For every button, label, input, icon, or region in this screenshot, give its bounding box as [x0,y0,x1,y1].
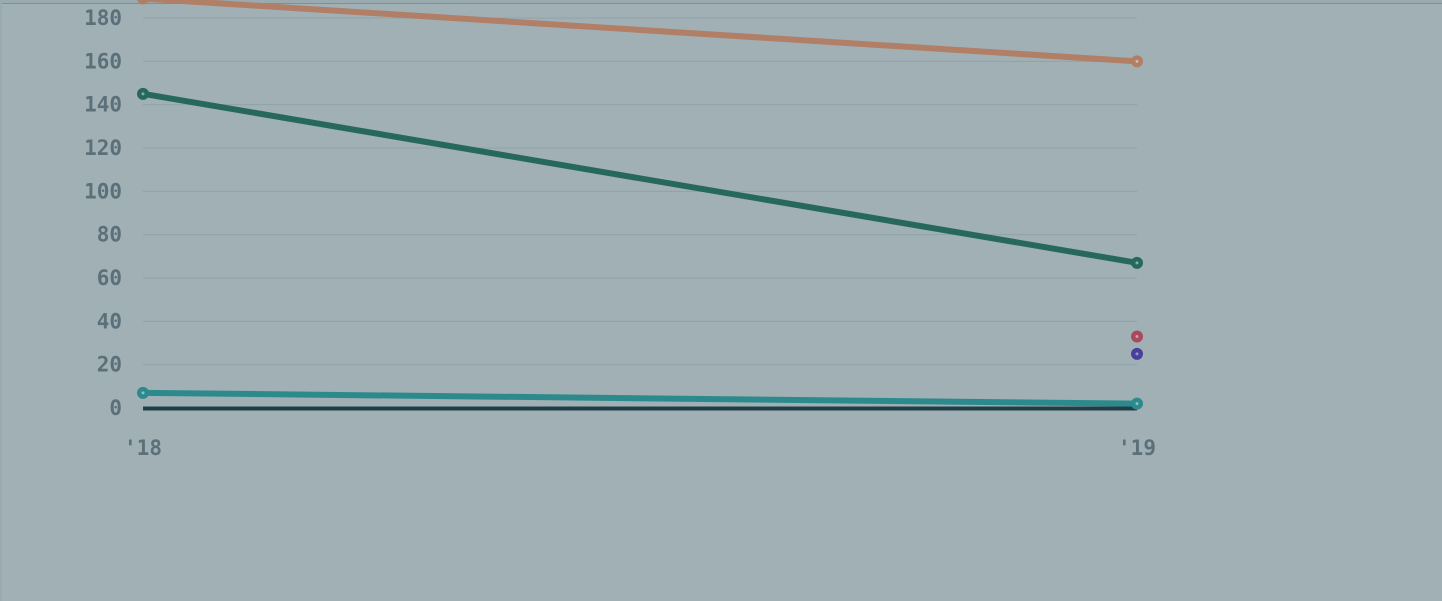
series-2 [137,87,1143,269]
data-point-center [141,391,145,395]
series [137,0,1143,410]
y-tick-label: 140 [84,93,122,117]
data-point [137,0,149,5]
series-4 [1131,330,1143,343]
data-point-center [1135,261,1139,265]
series-line [142,0,1138,65]
data-point [1131,330,1143,343]
y-tick-label: 100 [84,179,122,203]
y-tick-label: 60 [97,266,122,290]
data-point [1131,347,1143,360]
series-line [142,90,1138,266]
y-tick-label: 180 [84,6,122,30]
data-point [137,87,149,100]
x-tick-label: '18 [124,436,162,460]
y-tick-label: 0 [109,396,122,420]
series-line [142,389,1138,407]
data-point-center [1135,402,1139,406]
data-point-center [141,92,145,96]
gridlines [143,17,1137,366]
chart-background [2,3,1442,601]
y-tick-label: 160 [84,49,122,73]
data-point-center [1135,335,1139,338]
series-5 [1131,347,1143,360]
data-point-center [1135,352,1139,356]
series-1 [137,0,1143,68]
y-axis-ticks: 0 20 40 60 80 100 120 140 160 180 [84,6,122,420]
y-tick-label: 80 [97,223,122,247]
y-tick-label: 20 [97,353,122,377]
data-point-center [1135,59,1139,63]
data-point [1131,256,1143,269]
y-tick-label: 120 [84,136,122,160]
data-point [1131,397,1143,410]
data-point [1131,55,1143,68]
data-point [137,386,149,399]
x-tick-label: '19 [1118,436,1156,460]
series-3 [137,386,1143,410]
y-tick-label: 40 [97,309,122,333]
x-axis-ticks: '18 '19 [124,436,1156,460]
